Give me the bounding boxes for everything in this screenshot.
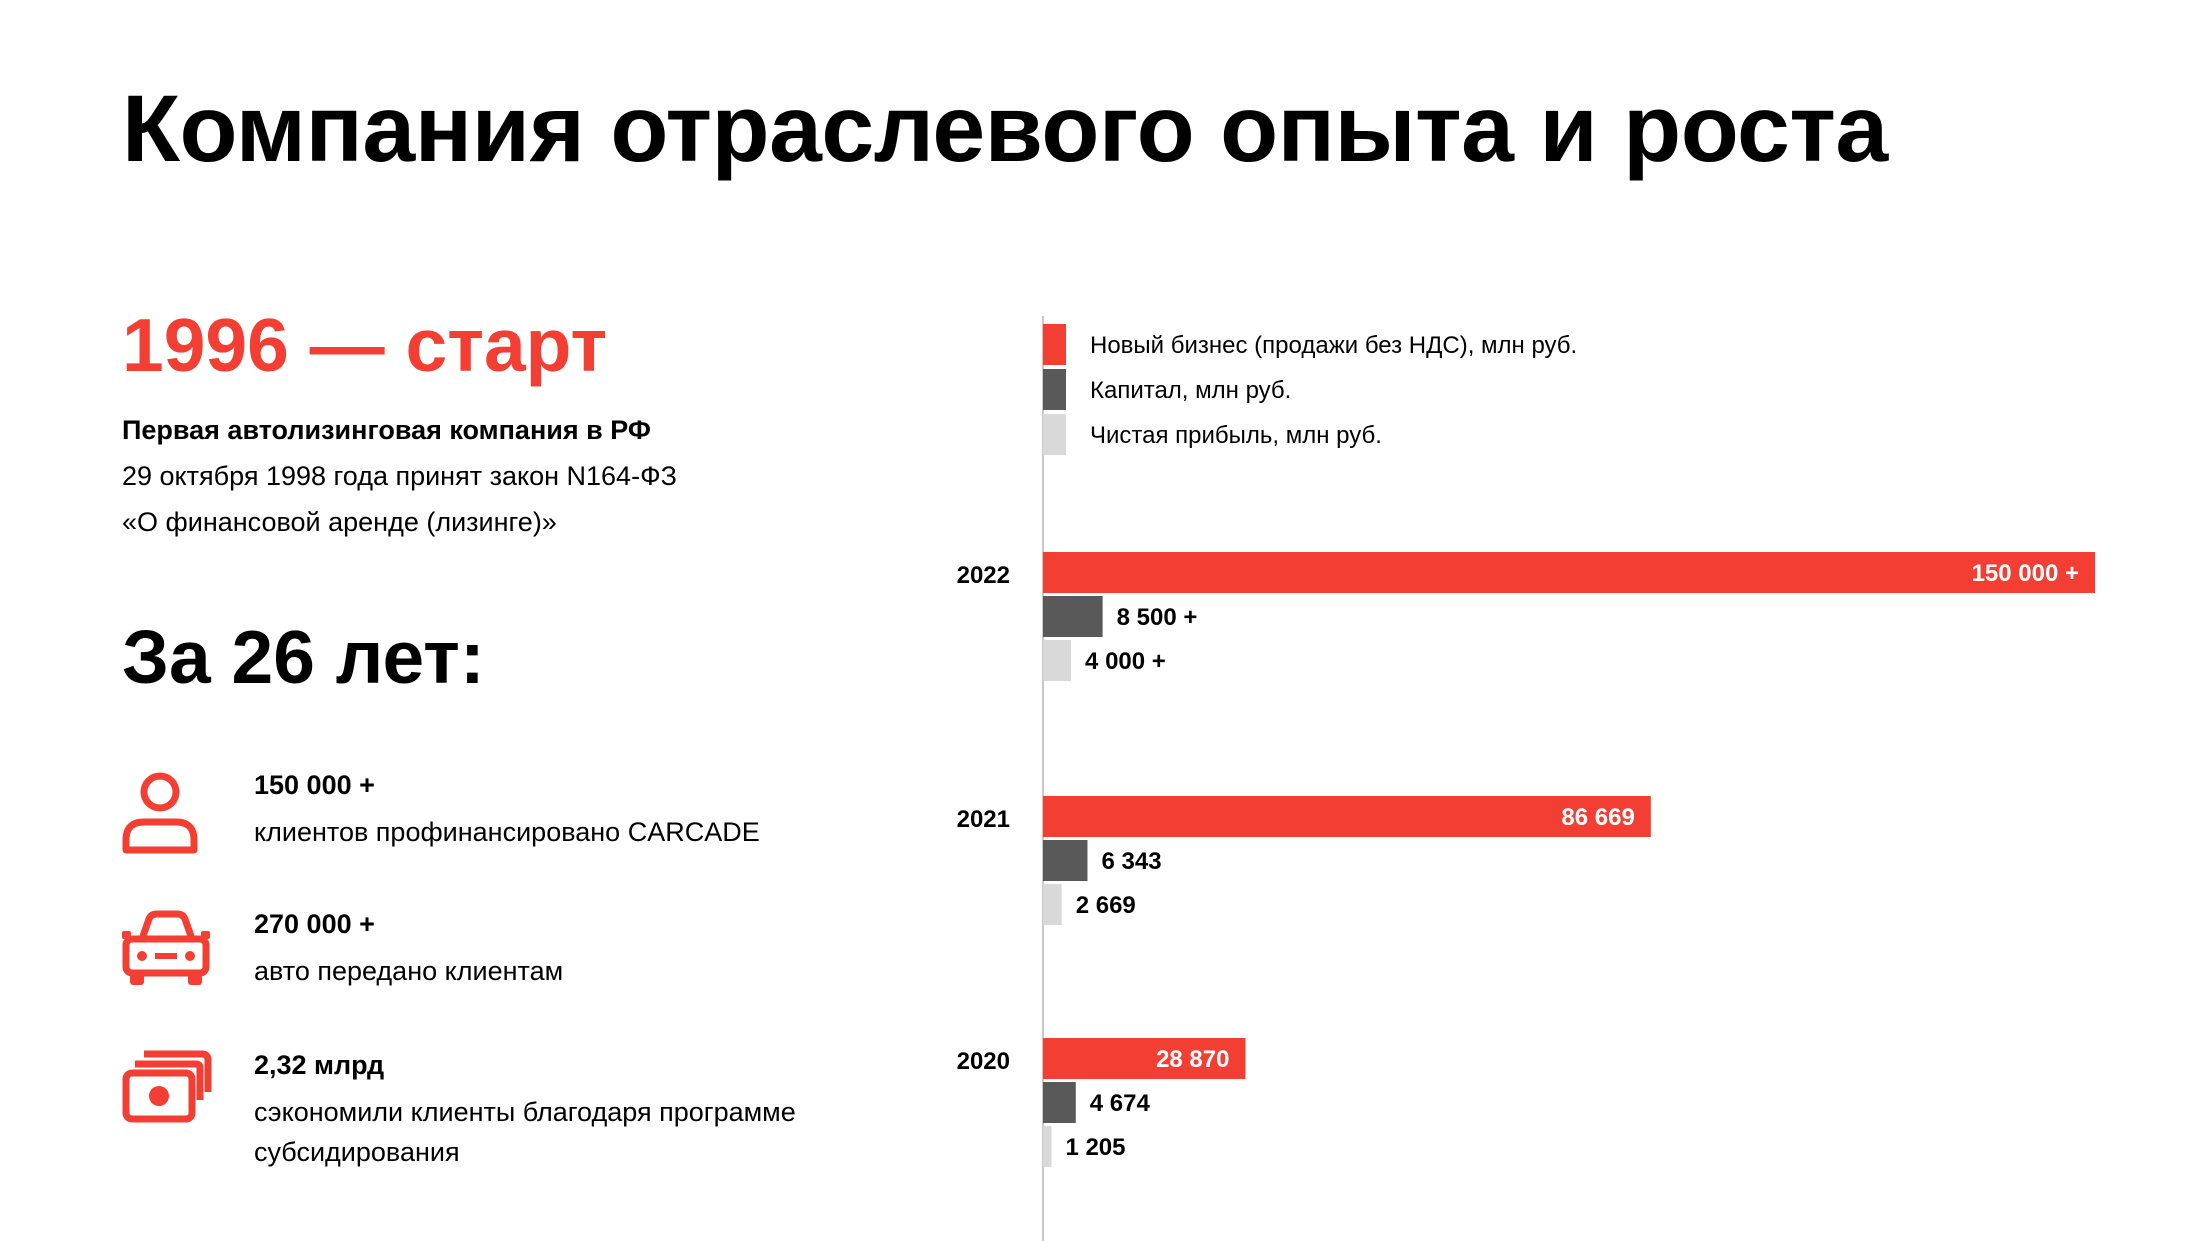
category-label: 2022 — [957, 562, 1010, 589]
legend-swatch — [1043, 324, 1066, 365]
car-icon — [122, 909, 212, 994]
legend-label: Новый бизнес (продажи без НДС), млн руб. — [1090, 332, 1577, 359]
start-subtitle: Первая автолизинговая компания в РФ — [122, 415, 651, 445]
legend-swatch — [1043, 414, 1066, 455]
bar-2022-s0 — [1043, 552, 2095, 593]
bar-2020-s2 — [1043, 1126, 1052, 1167]
bar-2022-s1 — [1043, 596, 1103, 637]
data-label: 1 205 — [1065, 1134, 1125, 1161]
legend-swatch — [1043, 369, 1066, 410]
years-heading: За 26 лет: — [122, 615, 485, 699]
stat-description: клиентов профинансировано CARCADE — [254, 817, 760, 847]
bar-2021-s2 — [1043, 884, 1062, 925]
data-label: 4 000 + — [1085, 648, 1166, 675]
stat-description: авто передано клиентам — [254, 956, 564, 986]
stat-description: сэкономили клиенты благодаря программе с… — [254, 1097, 796, 1167]
stat-value: 2,32 млрд — [254, 1050, 385, 1080]
legend-label: Чистая прибыль, млн руб. — [1090, 422, 1382, 449]
legend-label: Капитал, млн руб. — [1090, 377, 1291, 404]
bar-2022-s2 — [1043, 640, 1072, 681]
data-label: 2 669 — [1076, 892, 1136, 919]
page-title: Компания отраслевого опыта и роста — [122, 76, 1888, 182]
person-icon — [122, 772, 202, 861]
data-label: 28 870 — [1156, 1046, 1229, 1073]
bar-2021-s0 — [1043, 796, 1651, 837]
start-heading: 1996 — старт — [122, 303, 608, 387]
data-label: 4 674 — [1090, 1090, 1151, 1117]
money-icon — [122, 1046, 212, 1131]
stat-value: 270 000 + — [254, 909, 375, 939]
data-label: 8 500 + — [1117, 604, 1198, 631]
law-line-2: «О финансовой аренде (лизинге)» — [122, 507, 557, 537]
bar-2021-s1 — [1043, 840, 1088, 881]
data-label: 6 343 — [1101, 848, 1161, 875]
bar-2020-s1 — [1043, 1082, 1076, 1123]
category-label: 2020 — [957, 1048, 1010, 1075]
bar-2020-s0 — [1043, 1038, 1246, 1079]
stat-value: 150 000 + — [254, 770, 375, 800]
category-label: 2021 — [957, 806, 1010, 833]
data-label: 86 669 — [1561, 804, 1634, 831]
law-line-1: 29 октября 1998 года принят закон N164-Ф… — [122, 461, 677, 491]
data-label: 150 000 + — [1972, 560, 2079, 587]
